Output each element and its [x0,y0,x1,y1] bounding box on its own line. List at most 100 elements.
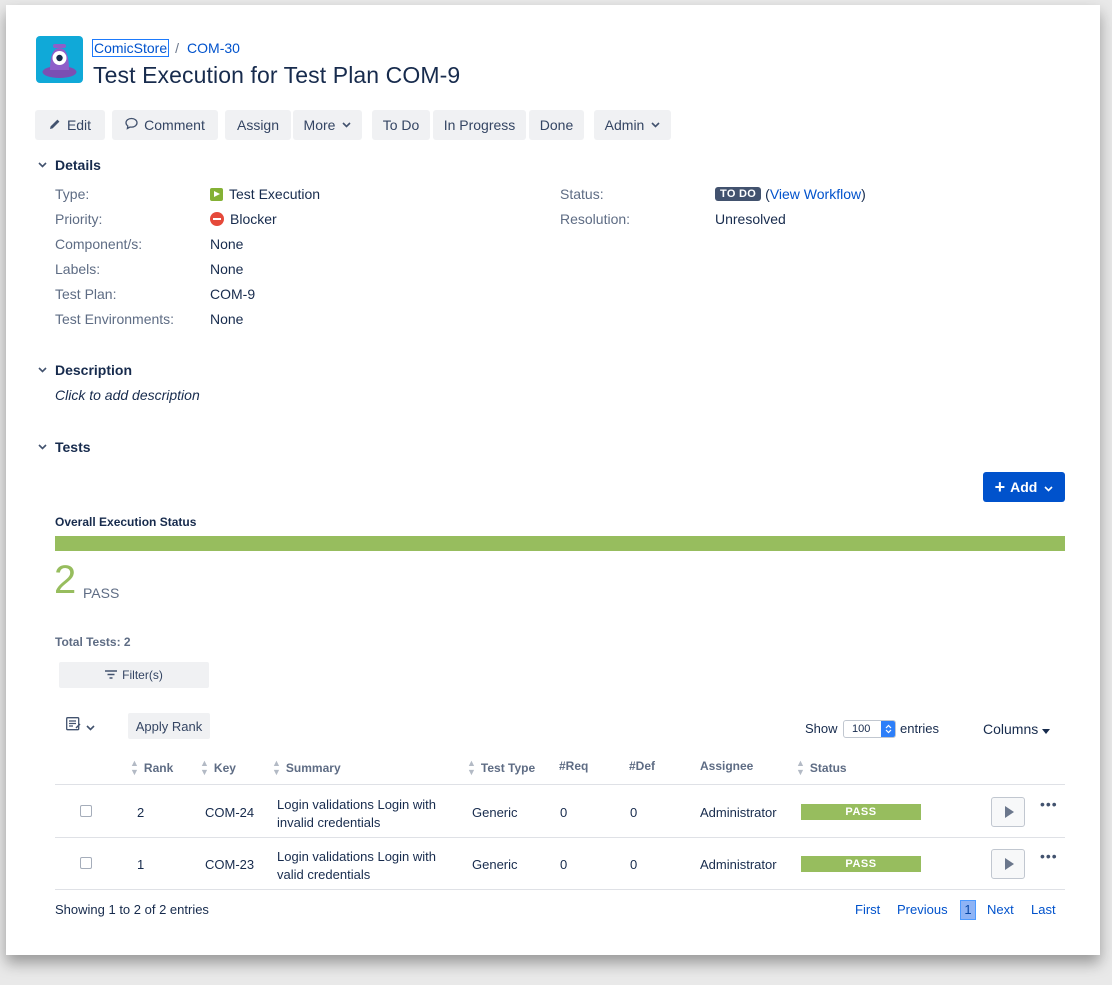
list-icon [66,717,82,734]
column-header-status[interactable]: ▲ ▼ Status [796,759,847,777]
filter-label: Filter(s) [122,668,163,682]
more-label: More [303,117,336,133]
pagination-page-1[interactable]: 1 [960,900,976,920]
description-toggle-chevron-icon[interactable] [36,364,48,376]
status-badge: TO DO [715,187,762,201]
row-summary-link[interactable]: Login validations Login with valid crede… [277,848,436,884]
admin-label: Admin [604,117,645,133]
comment-button[interactable]: Comment [112,110,218,140]
pagination-first[interactable]: First [855,902,881,917]
priority-text: Blocker [230,211,277,227]
sort-icon: ▲ ▼ [200,758,209,777]
test-environments-label: Test Environments: [55,311,175,327]
test-plan-link[interactable]: COM-9 [210,286,256,302]
row-req: 0 [560,805,568,820]
table-header-divider [55,784,1065,785]
type-text: Test Execution [229,186,321,202]
rank-header-label: Rank [143,761,174,775]
status-label: Status: [560,186,604,202]
page-title: Test Execution for Test Plan COM-9 [93,62,461,88]
components-label: Component/s: [55,236,143,252]
table-info: Showing 1 to 2 of 2 entries [55,902,209,917]
assign-button[interactable]: Assign [225,110,291,140]
row-assignee-link[interactable]: Administrator [700,857,777,872]
pencil-icon [49,118,61,133]
edit-button[interactable]: Edit [35,110,105,140]
overall-progress-bar [55,536,1065,551]
column-header-def: #Def [629,759,656,773]
admin-button[interactable]: Admin [594,110,671,140]
components-value: None [210,236,244,252]
description-placeholder[interactable]: Click to add description [55,387,200,403]
column-header-summary[interactable]: ▲ ▼ Summary [272,759,341,777]
project-avatar-icon[interactable] [36,36,83,83]
bulk-actions-menu[interactable] [66,717,95,734]
row-assignee-link[interactable]: Administrator [700,805,777,820]
row-rank: 2 [137,805,145,820]
add-tests-button[interactable]: + Add [983,472,1065,502]
details-toggle-chevron-icon[interactable] [36,159,48,171]
apply-rank-button[interactable]: Apply Rank [128,713,210,739]
todo-button[interactable]: To Do [372,110,430,140]
total-tests: Total Tests: 2 [55,635,131,649]
status-value: TO DO ( View Workflow ) [715,186,866,202]
row-more-actions-icon[interactable]: ••• [1040,796,1058,812]
filter-icon [105,668,118,682]
labels-label: Labels: [55,261,101,277]
row-key-link[interactable]: COM-23 [205,857,255,872]
row-more-actions-icon[interactable]: ••• [1040,848,1058,864]
run-test-play-icon[interactable] [991,797,1025,827]
row-checkbox[interactable] [80,857,92,869]
breadcrumb-separator: / [175,40,180,56]
in-progress-button[interactable]: In Progress [433,110,526,140]
test-plan-label: Test Plan: [55,286,117,302]
edit-label: Edit [66,117,92,133]
run-test-play-icon[interactable] [991,849,1025,879]
column-header-test-type[interactable]: ▲ ▼ Test Type [467,759,535,777]
pagination-last[interactable]: Last [1031,902,1056,917]
labels-value: None [210,261,244,277]
more-button[interactable]: More [293,110,362,140]
chevron-down-icon [86,718,95,734]
breadcrumb: ComicStore / COM-30 [92,39,240,57]
breadcrumb-issue-link[interactable]: COM-30 [187,40,240,56]
plus-icon: + [994,477,1006,497]
row-test-type: Generic [472,805,518,820]
row-summary-line: valid credentials [277,867,371,882]
column-header-req: #Req [559,759,589,773]
row-status-badge: PASS [801,856,921,872]
tests-heading: Tests [55,439,91,455]
column-header-rank[interactable]: ▲ ▼ Rank [130,759,173,777]
column-header-key[interactable]: ▲ ▼ Key [200,759,236,777]
pagination-next[interactable]: Next [987,902,1014,917]
view-workflow-link[interactable]: View Workflow [769,186,862,202]
type-label: Type: [55,186,90,202]
comment-label: Comment [144,117,205,133]
entries-label: entries [900,721,940,736]
pass-count: 2 [54,558,77,602]
priority-label: Priority: [55,211,103,227]
row-summary-link[interactable]: Login validations Login with invalid cre… [277,796,436,832]
done-button[interactable]: Done [529,110,584,140]
row-def: 0 [630,857,638,872]
status-paren-open: ( [765,186,770,202]
columns-button[interactable]: Columns [983,721,1051,737]
row-key-link[interactable]: COM-24 [205,805,255,820]
filter-button[interactable]: Filter(s) [59,662,209,688]
test-environments-value: None [210,311,244,327]
comment-icon [125,117,138,133]
chevron-down-icon [342,120,352,131]
breadcrumb-project-link[interactable]: ComicStore [92,39,170,57]
pagination-previous[interactable]: Previous [897,902,948,917]
row-req: 0 [560,857,568,872]
key-header-label: Key [213,761,236,775]
row-divider [55,837,1065,838]
tests-toggle-chevron-icon[interactable] [36,441,48,453]
show-label: Show [805,721,838,736]
entries-select[interactable]: 100 [843,720,896,738]
sort-icon: ▲ ▼ [272,758,281,777]
blocker-icon [210,212,224,226]
details-heading: Details [55,157,101,173]
status-paren-close: ) [861,186,866,202]
row-checkbox[interactable] [80,805,92,817]
